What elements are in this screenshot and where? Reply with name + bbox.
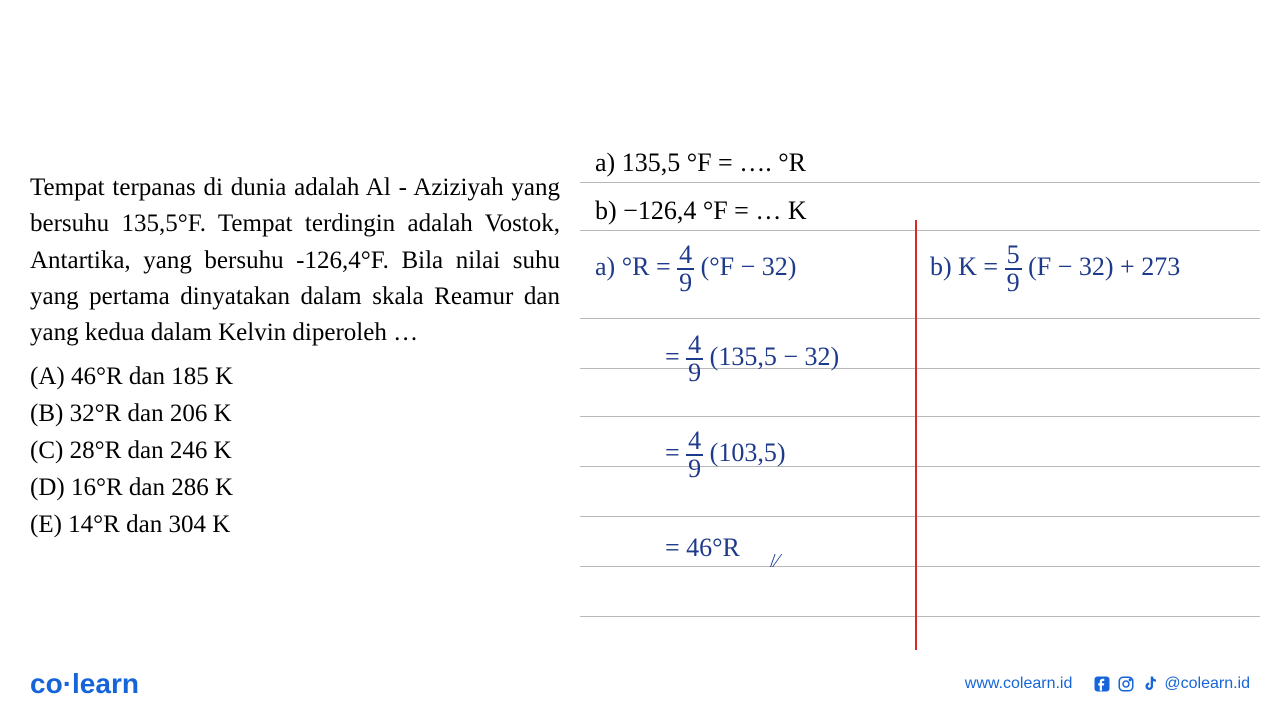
answer-mark: /⁄ [770, 550, 779, 573]
work-b-line1: b) K = 5 9 (F − 32) + 273 [930, 242, 1180, 296]
footer: co·learn www.colearn.id @colearn.id [0, 668, 1280, 700]
option-e: (E) 14°R dan 304 K [30, 507, 560, 542]
question-column: Tempat terpanas di dunia adalah Al - Azi… [20, 20, 580, 640]
tiktok-icon [1140, 674, 1160, 694]
question-text: Tempat terpanas di dunia adalah Al - Azi… [30, 170, 560, 351]
facebook-icon [1092, 674, 1112, 694]
header-b: b) −126,4 °F = … K [595, 198, 807, 224]
work-a-line2: = 4 9 (135,5 − 32) [665, 332, 839, 386]
logo-part2: learn [72, 668, 139, 699]
fraction-5-9: 5 9 [1005, 242, 1022, 296]
work-a-line2-eq: = [665, 342, 686, 371]
work-a-line3-eq: = [665, 438, 686, 467]
red-divider [915, 220, 917, 650]
logo-dot: · [63, 668, 72, 699]
handwriting-column: a) 135,5 °F = …. °R b) −126,4 °F = … K a… [580, 20, 1260, 640]
work-a-line3-rest: (103,5) [710, 438, 786, 467]
work-a-line3: = 4 9 (103,5) [665, 428, 786, 482]
fraction-4-9-b: 4 9 [686, 332, 703, 386]
option-a: (A) 46°R dan 185 K [30, 359, 560, 394]
logo: co·learn [30, 668, 139, 700]
work-a-line1: a) °R = 4 9 (°F − 32) [595, 242, 796, 296]
work-b-line1-rest: (F − 32) + 273 [1028, 252, 1180, 281]
work-a-line1-label: a) °R = [595, 252, 677, 281]
social-handles: @colearn.id [1092, 674, 1250, 694]
option-c: (C) 28°R dan 246 K [30, 433, 560, 468]
header-a: a) 135,5 °F = …. °R [595, 150, 806, 176]
option-b: (B) 32°R dan 206 K [30, 396, 560, 431]
instagram-icon [1116, 674, 1136, 694]
website-url: www.colearn.id [965, 675, 1073, 693]
work-a-line2-rest: (135,5 − 32) [710, 342, 839, 371]
social-handle: @colearn.id [1164, 675, 1250, 693]
fraction-4-9-c: 4 9 [686, 428, 703, 482]
option-d: (D) 16°R dan 286 K [30, 470, 560, 505]
work-b-line1-label: b) K = [930, 252, 1005, 281]
fraction-4-9-a: 4 9 [677, 242, 694, 296]
main-content: Tempat terpanas di dunia adalah Al - Azi… [0, 0, 1280, 640]
work-a-line1-rest: (°F − 32) [701, 252, 797, 281]
options-list: (A) 46°R dan 185 K (B) 32°R dan 206 K (C… [30, 359, 560, 542]
work-a-line4: = 46°R [665, 535, 740, 561]
footer-right: www.colearn.id @colearn.id [965, 674, 1250, 694]
logo-part1: co [30, 668, 63, 699]
